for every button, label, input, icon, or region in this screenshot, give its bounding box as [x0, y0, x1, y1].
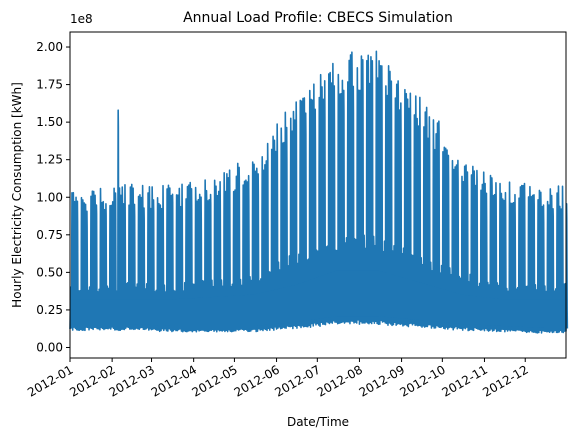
load-series-line	[69, 50, 569, 334]
x-tick-label: 2012-11	[440, 362, 490, 399]
x-tick-label: 2012-12	[480, 362, 530, 399]
x-tick-label: 2012-10	[397, 362, 447, 399]
y-axis-multiplier: 1e8	[70, 12, 93, 26]
y-axis-ticks: 0.00 0.25 0.50 0.75 1.00 1.25 1.50 1.75 2.00	[36, 40, 70, 354]
y-axis-label: Hourly Electricity Consumption [kWh]	[10, 82, 24, 308]
x-tick-label: 2012-06	[232, 362, 282, 399]
axes-frame	[69, 31, 567, 359]
x-tick-label: 2012-03	[107, 362, 157, 399]
x-tick-label: 2012-08	[315, 362, 365, 399]
y-tick-label: 0.75	[36, 228, 63, 242]
y-tick-label: 1.50	[36, 115, 63, 129]
load-series-band	[70, 270, 568, 328]
x-axis-label: Date/Time	[287, 415, 349, 429]
y-tick-label: 1.00	[36, 190, 63, 204]
x-tick-label: 2012-01	[25, 362, 75, 399]
chart-title: Annual Load Profile: CBECS Simulation	[183, 10, 453, 26]
y-tick-label: 2.00	[36, 40, 63, 54]
x-tick-label: 2012-09	[357, 362, 407, 399]
y-tick-label: 0.25	[36, 303, 63, 317]
y-tick-label: 0.00	[36, 340, 63, 354]
x-axis-ticks: 2012-012012-022012-032012-042012-052012-…	[25, 358, 531, 400]
plot-area	[69, 50, 569, 334]
y-tick-label: 0.50	[36, 265, 63, 279]
y-tick-label: 1.25	[36, 153, 63, 167]
x-tick-label: 2012-04	[149, 362, 199, 399]
x-tick-label: 2012-05	[190, 362, 240, 399]
y-tick-label: 1.75	[36, 78, 63, 92]
x-tick-label: 2012-07	[272, 362, 322, 399]
